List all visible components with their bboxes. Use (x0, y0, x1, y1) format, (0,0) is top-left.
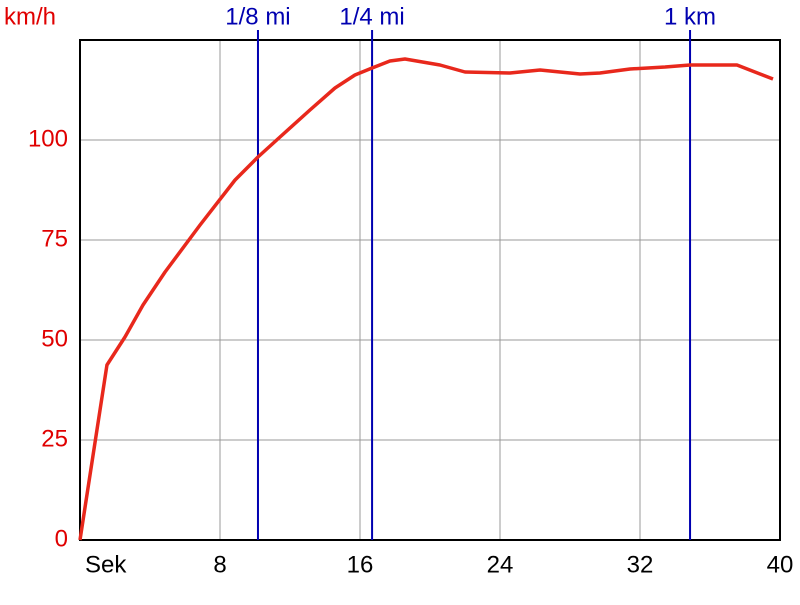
distance-marker-label: 1/4 mi (339, 3, 404, 30)
distance-marker-label: 1/8 mi (225, 3, 290, 30)
y-tick-label: 0 (55, 525, 68, 552)
plot-frame (79, 39, 781, 541)
x-tick-label: 40 (767, 551, 794, 578)
distance-marker-label: 1 km (664, 3, 716, 30)
x-tick-label: 32 (627, 551, 654, 578)
y-tick-label: 75 (41, 225, 68, 252)
x-tick-label: 8 (213, 551, 226, 578)
x-tick-label: 24 (487, 551, 514, 578)
x-tick-label: 16 (347, 551, 374, 578)
x-tick-label: Sek (85, 551, 127, 578)
y-tick-label: 50 (41, 325, 68, 352)
y-axis-label: km/h (4, 3, 56, 30)
y-tick-label: 100 (28, 125, 68, 152)
y-tick-label: 25 (41, 425, 68, 452)
speed-line (78, 57, 774, 541)
